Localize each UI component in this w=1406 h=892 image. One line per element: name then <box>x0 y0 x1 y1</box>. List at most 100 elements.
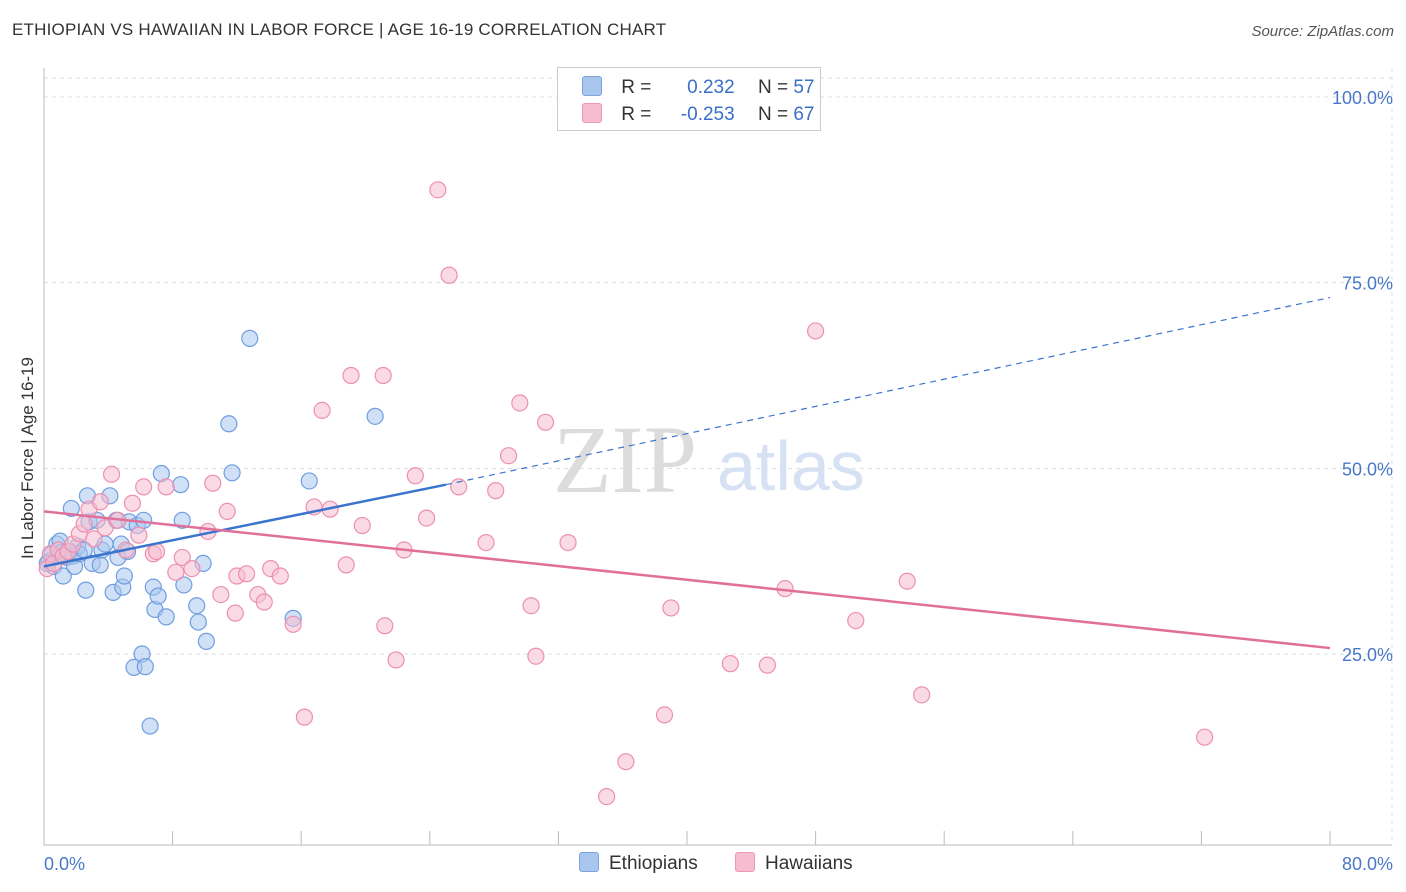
hawaiian-point <box>406 467 424 485</box>
bottom-legend-swatch-ethiopians <box>579 852 599 872</box>
hawaiian-point <box>655 706 674 724</box>
hawaiian-point <box>847 611 865 630</box>
y-tick-label: 25.0% <box>1342 645 1393 665</box>
legend-n-label: N = <box>757 77 789 98</box>
hawaiian-point <box>295 708 314 726</box>
hawaiian-point <box>662 599 680 617</box>
legend-swatch-hawaiians <box>582 103 602 123</box>
ethiopian-point <box>54 567 72 585</box>
ethiopian-point <box>220 415 238 433</box>
ethiopian-point <box>136 658 154 676</box>
hawaiian-point <box>271 567 289 585</box>
hawaiian-point <box>135 478 153 496</box>
bottom-legend-label: Hawaiians <box>765 853 853 874</box>
hawaiian-point <box>218 502 236 521</box>
legend-r-value: -0.253 <box>680 104 735 125</box>
legend-n-label: N = <box>757 104 789 125</box>
bottom-legend-swatch-hawaiians <box>735 852 755 872</box>
hawaiian-point <box>758 656 776 674</box>
x-tick-label: 80.0% <box>1342 854 1393 874</box>
hawaiian-point <box>342 366 360 385</box>
legend-row-hawaiians: R = -0.253 N = 67 <box>582 103 814 127</box>
hawaiian-point <box>167 563 185 581</box>
y-tick-label: 75.0% <box>1342 274 1393 294</box>
hawaiian-point <box>157 478 175 496</box>
legend-n-value: 57 <box>793 77 815 98</box>
hawaiian-point <box>237 565 256 583</box>
hawaiian-point <box>173 548 191 567</box>
ethiopian-point <box>141 717 159 735</box>
source-credit: Source: ZipAtlas.com <box>1251 23 1394 40</box>
hawaiian-point <box>806 322 825 340</box>
hawaiian-point <box>183 559 201 578</box>
hawaiian-point <box>353 516 371 535</box>
ethiopian-point <box>149 587 167 605</box>
ethiopians-trend-extension <box>445 296 1331 486</box>
legend-r-value: 0.232 <box>687 77 735 98</box>
ethiopian-point <box>115 567 133 585</box>
hawaiian-point <box>429 181 447 199</box>
ethiopian-point <box>241 329 259 347</box>
tick-labels: 25.0% 50.0% 75.0% 100.0% 0.0% 80.0% <box>44 88 1393 874</box>
ethiopian-point <box>91 556 109 574</box>
y-tick-label: 50.0% <box>1342 459 1393 479</box>
hawaiian-point <box>75 515 93 533</box>
hawaiian-point <box>440 266 458 284</box>
trend-lines <box>43 296 1331 650</box>
legend-swatch-ethiopians <box>582 76 602 96</box>
bottom-legend-ethiopians: Ethiopians <box>579 852 698 876</box>
bottom-legend-hawaiians: Hawaiians <box>735 852 853 876</box>
watermark: ZIP atlas <box>553 406 865 513</box>
hawaiian-point <box>417 509 436 527</box>
ethiopian-point <box>300 472 318 490</box>
ethiopian-point <box>173 511 191 529</box>
chart-title: ETHIOPIAN VS HAWAIIAN IN LABOR FORCE | A… <box>12 20 667 39</box>
ethiopian-point <box>77 581 95 599</box>
hawaiian-point <box>1196 728 1214 746</box>
ethiopian-point <box>197 632 215 650</box>
hawaiian-point <box>511 394 529 412</box>
hawaiian-point <box>337 556 355 574</box>
ethiopian-point <box>157 608 175 626</box>
y-tick-label: 100.0% <box>1332 88 1393 108</box>
legend-row-ethiopians: R = 0.232 N = 57 <box>582 76 814 100</box>
hawaiian-point <box>212 585 230 604</box>
hawaiians-trend-line <box>43 510 1331 650</box>
legend-r-label: R = <box>621 77 652 98</box>
legend-n-value: 67 <box>793 104 815 125</box>
ethiopian-point <box>223 464 241 482</box>
hawaiian-point <box>598 787 616 806</box>
hawaiian-point <box>477 533 495 552</box>
hawaiian-point <box>522 597 540 615</box>
correlation-legend: R = 0.232 N = 57 R = -0.253 N = 67 <box>557 67 821 131</box>
hawaiian-point <box>284 615 302 633</box>
hawaiian-point <box>147 542 166 561</box>
ethiopian-point <box>62 499 80 518</box>
hawaiian-point <box>91 493 109 511</box>
watermark-atlas: atlas <box>717 427 865 505</box>
ethiopians-trend-line <box>43 483 447 568</box>
axes <box>43 68 1393 846</box>
ethiopian-point <box>175 576 193 594</box>
ethiopian-point <box>188 597 206 615</box>
hawaiian-point <box>487 482 505 500</box>
hawaiian-point <box>387 651 405 669</box>
hawaiian-point <box>898 572 916 590</box>
hawaiian-point <box>204 474 222 492</box>
hawaiian-point <box>123 494 142 512</box>
hawaiian-point <box>527 647 545 665</box>
hawaiian-point <box>255 593 273 611</box>
ethiopian-point <box>189 613 207 631</box>
hawaiian-point <box>313 401 331 420</box>
hawaiian-point <box>85 530 103 548</box>
hawaiian-point <box>617 753 635 771</box>
hawaiian-point <box>102 465 121 483</box>
hawaiian-point <box>130 526 148 544</box>
hawaiian-point <box>376 617 394 635</box>
hawaiians-points <box>38 181 1214 806</box>
hawaiian-point <box>499 447 518 465</box>
ethiopian-point <box>172 476 190 494</box>
x-tick-label: 0.0% <box>44 854 85 874</box>
ethiopian-point <box>366 407 384 425</box>
